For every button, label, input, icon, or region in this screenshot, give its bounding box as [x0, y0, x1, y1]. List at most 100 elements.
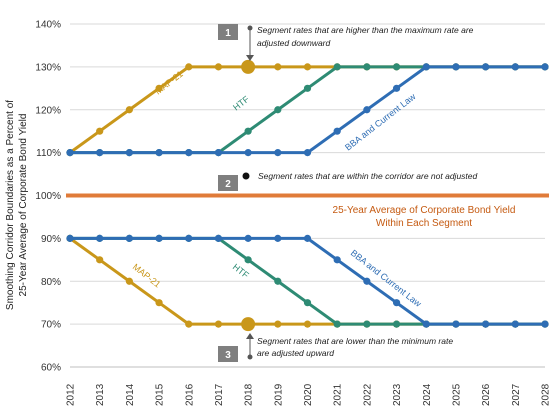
- x-tick-label: 2021: [333, 383, 344, 406]
- annotation-2-text-line1: Segment rates that are within the corrid…: [258, 171, 478, 181]
- series-point: [214, 63, 223, 71]
- series-point: [333, 63, 341, 71]
- series-point: [333, 256, 341, 264]
- annotation-1-arrowhead-icon: [246, 55, 254, 61]
- y-tick-label: 120%: [35, 105, 61, 116]
- series-point: [274, 106, 282, 114]
- series-point: [333, 127, 341, 135]
- y-axis-label-line1: Smoothing Corridor Boundaries as a Perce…: [5, 100, 16, 310]
- series-point: [214, 320, 223, 328]
- y-tick-label: 80%: [41, 277, 61, 288]
- series-point: [214, 149, 223, 157]
- y-tick-label: 70%: [41, 320, 61, 331]
- x-tick-label: 2020: [303, 383, 314, 406]
- x-tick-label: 2017: [214, 383, 225, 406]
- series-point: [244, 256, 252, 264]
- series-point: [511, 320, 519, 328]
- series-point: [125, 106, 133, 114]
- series-point: [511, 63, 519, 71]
- x-tick-label: 2018: [244, 383, 255, 406]
- annotation-1-box: [218, 24, 238, 40]
- series-point: [392, 84, 401, 92]
- annotation-3-arrowhead-icon: [246, 333, 254, 339]
- annotation-2-number: 2: [225, 179, 231, 190]
- x-tick-label: 2015: [155, 383, 166, 406]
- series-point: [96, 127, 104, 135]
- series-point: [66, 234, 74, 242]
- y-tick-label: 60%: [41, 363, 61, 374]
- x-axis: 2012 2013 2014 2015 2016 2017 2018 2019 2020 2021…: [66, 383, 552, 406]
- series-point: [125, 234, 133, 242]
- annotation-1-text-line2: adjusted downward: [257, 38, 331, 48]
- y-tick-label: 90%: [41, 234, 61, 245]
- average-label-line2: Within Each Segment: [376, 218, 472, 229]
- series-point: [541, 63, 549, 71]
- x-tick-label: 2016: [184, 383, 195, 406]
- series-point: [392, 320, 401, 328]
- series-point: [274, 234, 282, 242]
- annotation-3-box: [218, 346, 238, 362]
- series-point: [303, 149, 312, 157]
- series-point: [363, 320, 371, 328]
- example-points: [241, 59, 256, 332]
- series-point: [363, 106, 371, 114]
- series-point: [422, 320, 430, 328]
- y-axis: 60% 70% 80% 90% 100% 110% 120% 130% 140%: [35, 20, 61, 374]
- series-point: [125, 149, 133, 157]
- series-point: [155, 234, 163, 242]
- x-tick-label: 2024: [422, 383, 433, 406]
- annotation-3-dot: [247, 354, 253, 360]
- x-tick-label: 2023: [392, 383, 403, 406]
- series-point: [66, 149, 74, 157]
- annotation-3-text-line2: are adjusted upward: [257, 348, 334, 358]
- x-tick-label: 2019: [273, 383, 284, 406]
- x-tick-label: 2027: [511, 383, 522, 406]
- series-label-map21-upper: MAP-21: [153, 69, 185, 97]
- x-tick-label: 2025: [451, 383, 462, 406]
- series-point: [452, 320, 460, 328]
- series-point: [274, 63, 282, 71]
- series-point: [214, 234, 223, 242]
- x-tick-label: 2014: [125, 383, 136, 406]
- series-point: [541, 320, 549, 328]
- series-point: [185, 63, 193, 71]
- series-point: [303, 63, 312, 71]
- x-tick-label: 2013: [95, 383, 106, 406]
- series-point: [185, 234, 193, 242]
- series-point: [333, 320, 341, 328]
- series-point: [274, 320, 282, 328]
- series-point: [155, 299, 163, 307]
- x-tick-label: 2026: [481, 383, 492, 406]
- series-point: [303, 84, 312, 92]
- series-point: [244, 234, 252, 242]
- example-point: [241, 317, 256, 332]
- y-axis-label-line2: 25-Year Average of Corporate Bond Yield: [18, 114, 29, 297]
- annotation-1-number: 1: [225, 28, 231, 39]
- series-label-bba-lower: BBA and Current Law: [349, 248, 424, 309]
- series-point: [244, 149, 252, 157]
- series-point: [392, 299, 401, 307]
- series-point: [452, 63, 460, 71]
- series-point: [96, 234, 104, 242]
- series-point: [392, 63, 401, 71]
- series-point: [185, 149, 193, 157]
- series-point: [482, 63, 490, 71]
- annotation-3-number: 3: [225, 350, 231, 361]
- series-point: [96, 256, 104, 264]
- series-point: [303, 234, 312, 242]
- x-tick-label: 2028: [541, 383, 552, 406]
- series-point: [303, 320, 312, 328]
- y-tick-label: 130%: [35, 62, 61, 73]
- y-tick-label: 100%: [35, 191, 61, 202]
- annotation-1-text-line1: Segment rates that are higher than the m…: [257, 25, 474, 35]
- series-point: [274, 149, 282, 157]
- annotation-3-text-line1: Segment rates that are lower than the mi…: [257, 336, 453, 346]
- annotation-2-dot: [242, 172, 250, 180]
- series-point: [422, 63, 430, 71]
- series-point: [363, 63, 371, 71]
- series-label-htf-lower: HTF: [231, 262, 251, 281]
- series-point: [155, 84, 163, 92]
- series-point: [363, 277, 371, 285]
- series-point: [244, 127, 252, 135]
